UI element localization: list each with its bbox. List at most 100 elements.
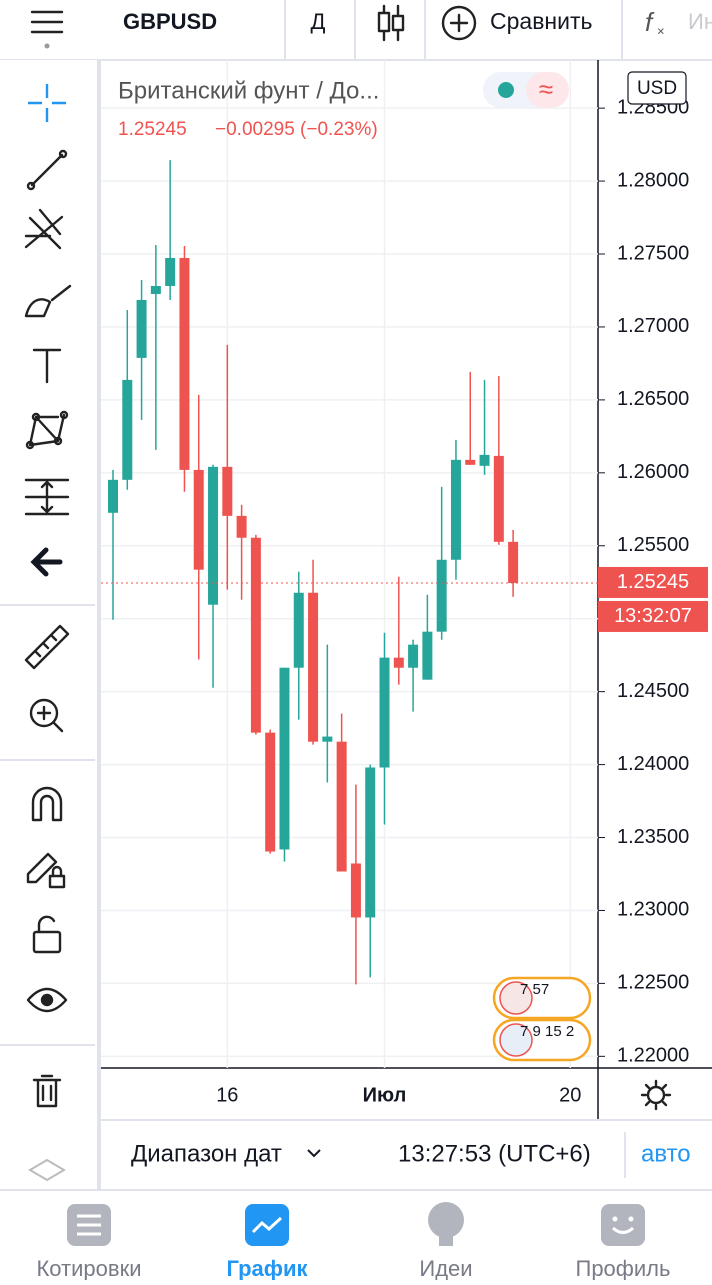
last-price-label: 1.25245 (617, 571, 689, 593)
x-tick-label: Июл (363, 1084, 407, 1106)
candle-body (122, 379, 133, 480)
indicators-label[interactable]: Ин (688, 9, 712, 34)
pattern-tool[interactable] (25, 410, 69, 450)
delay-icon: ≈ (539, 74, 553, 104)
y-tick-label: 1.24000 (617, 753, 689, 775)
candle-body (436, 559, 447, 632)
settings-button[interactable] (640, 1079, 672, 1111)
x-tick-label: 16 (216, 1084, 238, 1106)
candle-body (479, 454, 490, 466)
candle-body (322, 736, 333, 742)
y-tick-label: 1.27500 (617, 242, 689, 264)
layers-tool[interactable] (28, 1158, 66, 1182)
candle-body (336, 741, 347, 872)
currency-box (627, 71, 687, 105)
date-range[interactable]: Диапазон дат (131, 1140, 282, 1167)
y-tick-label: 1.23500 (617, 826, 689, 848)
auto-scale[interactable]: авто (641, 1140, 691, 1167)
candle-body (236, 515, 247, 538)
y-tick-label: 1.26000 (617, 461, 689, 483)
clock[interactable]: 13:27:53 (UTC+6) (398, 1140, 591, 1167)
candle-body (250, 537, 261, 733)
nav-label[interactable]: Котировки (36, 1256, 141, 1281)
y-tick-label: 1.26500 (617, 388, 689, 410)
visibility-tool[interactable] (26, 987, 68, 1013)
candle-body (136, 299, 147, 358)
lock-tool[interactable] (32, 915, 62, 954)
currency: USD (637, 78, 677, 99)
delete-tool[interactable] (32, 1074, 62, 1108)
nav-icon[interactable] (245, 1204, 289, 1246)
candle-body (150, 285, 161, 294)
text-tool[interactable] (32, 348, 62, 384)
symbol[interactable]: GBPUSD (123, 9, 217, 34)
lock-drawings-tool[interactable] (26, 852, 66, 889)
left-toolbar (0, 60, 101, 1190)
candle-body (408, 644, 419, 668)
symbol-name: Британский фунт / До... (118, 77, 379, 104)
candle-body (265, 732, 276, 852)
candle-body (379, 657, 390, 768)
nav-label[interactable]: График (226, 1256, 308, 1281)
measure-tool[interactable] (24, 478, 70, 516)
legend-price: 1.25245 (118, 119, 187, 140)
top-bar: GBPUSD Д Сравнить f × Ин (0, 0, 712, 61)
y-tick-label: 1.23000 (617, 899, 689, 921)
crosshair-tool[interactable] (28, 84, 66, 122)
zoom-tool[interactable] (29, 698, 64, 733)
candle-body (350, 863, 361, 918)
pitchfork-tool[interactable] (24, 208, 64, 250)
y-tick-label: 1.22000 (617, 1045, 689, 1067)
candle-body (493, 455, 504, 542)
candle-body (193, 469, 204, 570)
hide-toolbar-button[interactable] (30, 547, 63, 577)
indicators-icon-x: × (657, 23, 665, 38)
candle-body (222, 466, 233, 516)
brush-tool[interactable] (24, 284, 72, 318)
event-badge-label: 7 9 15 2 (520, 1023, 574, 1040)
date-range-chevron[interactable] (307, 1149, 321, 1158)
candle-body (165, 257, 176, 286)
y-tick-label: 1.24500 (617, 680, 689, 702)
indicators-icon[interactable]: f (645, 7, 655, 37)
candle-body (508, 541, 519, 583)
bottom-nav (67, 1202, 645, 1246)
candle-body (450, 459, 461, 560)
trendline-tool[interactable] (26, 149, 68, 191)
candle-body (293, 592, 304, 668)
legend-change: −0.00295 (−0.23%) (215, 119, 378, 140)
ruler-tool[interactable] (24, 624, 70, 670)
candle-body (393, 657, 404, 668)
candle-body (422, 631, 433, 680)
countdown-box (598, 600, 708, 632)
nav-icon[interactable] (601, 1204, 645, 1246)
candle-body (308, 592, 319, 742)
candle-body (279, 667, 290, 850)
market-status-dot (498, 82, 514, 98)
interval[interactable]: Д (311, 9, 326, 34)
nav-label[interactable]: Профиль (576, 1256, 671, 1281)
event-flag (499, 1023, 533, 1057)
menu-button[interactable] (30, 10, 64, 49)
candle-body (208, 466, 219, 605)
y-tick-label: 1.22500 (617, 972, 689, 994)
nav-icon[interactable] (428, 1202, 464, 1238)
candle-body (465, 459, 476, 465)
footer-bar: Диапазон дат 13:27:53 (UTC+6) авто (0, 1079, 712, 1191)
compare-button[interactable] (441, 5, 477, 41)
candle-body (179, 257, 190, 470)
countdown-label: 13:32:07 (614, 605, 692, 627)
event-flag (499, 981, 533, 1015)
y-tick-label: 1.28000 (617, 169, 689, 191)
nav-label[interactable]: Идеи (419, 1256, 472, 1281)
compare-label[interactable]: Сравнить (490, 8, 592, 34)
y-tick-label: 1.25500 (617, 534, 689, 556)
x-tick-label: 20 (559, 1084, 581, 1106)
event-badge-label: 7 57 (520, 981, 549, 998)
candle-body (108, 479, 118, 513)
last-price-box (598, 566, 708, 598)
chart-style-button[interactable] (377, 4, 405, 42)
magnet-tool[interactable] (31, 786, 63, 822)
